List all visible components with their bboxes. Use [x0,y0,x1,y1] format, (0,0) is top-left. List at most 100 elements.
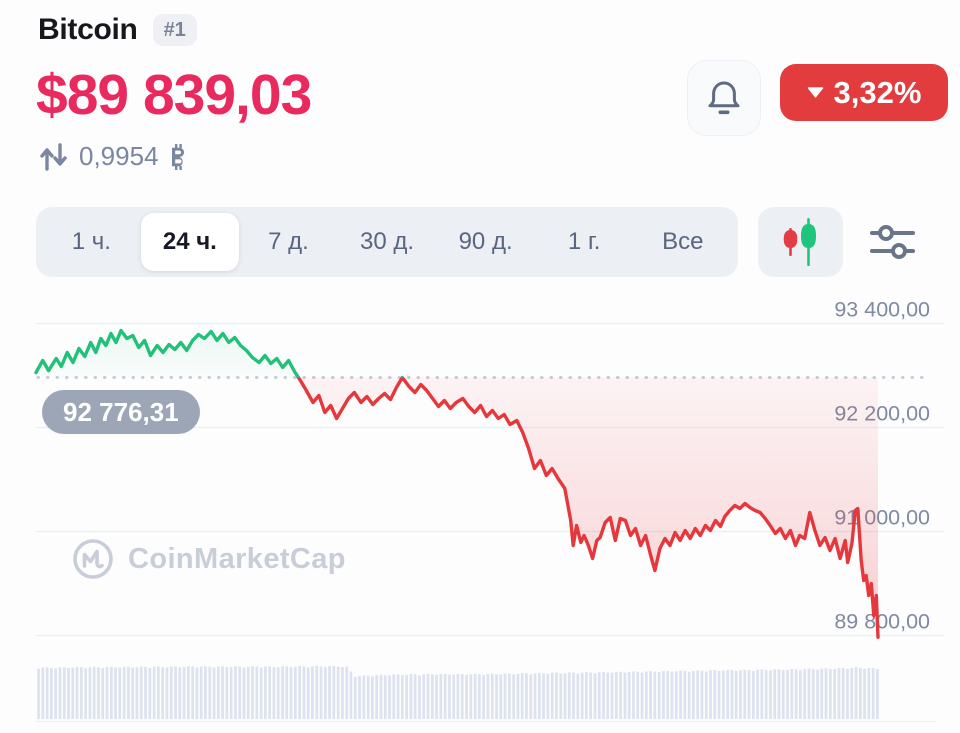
volume-bar [734,670,738,719]
volume-bar [371,676,374,719]
rank-badge: #1 [152,14,197,46]
volume-bar [54,668,57,719]
time-period-tabbar: 1 ч. 24 ч. 7 д. 30 д. 90 д. 1 г. Все [36,207,738,277]
volume-bar [418,675,421,719]
tab-1h[interactable]: 1 ч. [42,213,141,271]
volume-bar [794,669,798,719]
volume-bar [752,670,755,719]
volume-bar [636,671,640,719]
volume-bar [674,671,678,719]
volume-bar [495,674,498,719]
volume-bar [217,666,220,719]
price-line-green [34,328,405,378]
volume-bar [242,667,246,719]
volume-bar [272,667,276,719]
tab-7d[interactable]: 7 д. [239,213,338,271]
volume-bar [289,667,293,719]
volume-bar [212,667,216,719]
coinmarketcap-watermark: CoinMarketCap [71,537,346,581]
volume-bar [439,673,443,719]
coin-name: Bitcoin [38,13,138,46]
volume-bar [533,673,537,719]
volume-bar [683,670,687,719]
volume-bar [627,672,631,719]
volume-bar [401,675,404,719]
volume-bar [781,670,785,719]
volume-bar [854,667,858,719]
tab-1y[interactable]: 1 г. [535,213,634,271]
volume-bar [567,672,571,719]
volume-bar [456,673,460,719]
watermark-text: CoinMarketCap [128,542,346,575]
volume-bar [478,674,481,719]
coin-price: $89 839,03 [36,63,312,127]
volume-bar [679,670,682,719]
candlestick-chart-button[interactable] [758,207,843,277]
volume-bar [790,669,794,719]
volume-bar [512,674,515,719]
tab-30d[interactable]: 30 д. [338,213,437,271]
volume-bar [413,674,417,719]
volume-bar [148,667,152,719]
volume-bar [238,666,242,719]
volume-bar [546,673,550,719]
coin-header: Bitcoin #1 [38,13,197,47]
volume-bar [837,668,841,719]
volume-bar [722,670,725,719]
volume-bar [118,667,122,719]
volume-bar [666,670,670,719]
volume-bar [383,675,387,719]
volume-bar [276,667,280,719]
volume-bar [559,673,563,719]
tab-24h[interactable]: 24 ч. [140,213,240,271]
volume-bar [687,671,691,719]
volume-bar [97,667,100,719]
volume-bar [306,667,310,719]
volume-bar [105,667,109,719]
volume-bar [640,672,644,719]
volume-bar [319,666,323,719]
volume-bar [799,670,802,719]
coinmarketcap-logo-icon [71,537,115,581]
tab-all[interactable]: Все [633,213,732,271]
volume-bar [465,675,468,719]
volume-bar [469,674,473,719]
tab-90d[interactable]: 90 д. [436,213,535,271]
volume-bar [816,669,819,719]
volume-bar [362,675,366,719]
chart-settings-button[interactable] [866,218,924,266]
sliders-icon [869,222,921,262]
volume-bar [773,669,777,719]
y-axis-tick-label: 89 800,00 [834,610,930,634]
volume-bar [615,671,618,719]
volume-bar [45,667,49,719]
volume-bar [632,671,635,719]
volume-bar [298,666,301,719]
volume-bar [846,668,849,719]
volume-bar [187,666,190,719]
volume-bar [139,666,143,719]
volume-bar [704,671,708,719]
volume-bar [71,667,75,719]
volume-bar [426,673,430,719]
notification-bell-button[interactable] [687,60,761,136]
bell-icon [705,78,743,118]
volume-bar [332,665,336,719]
volume-bar [324,667,327,719]
btc-equivalent-row[interactable]: 0,9954 [38,141,188,172]
volume-bar [255,666,259,719]
volume-bar [520,673,524,719]
volume-bar [777,669,781,719]
bitcoin-symbol-icon [168,143,188,171]
volume-bar [645,671,648,719]
volume-bar [863,668,866,719]
volume-bar [62,667,66,719]
volume-bar [191,666,194,719]
volume-bar [756,669,759,719]
volume-bar [422,674,426,719]
volume-bar [786,669,789,719]
price-change-badge[interactable]: 3,32% [780,64,948,121]
volume-bar [88,667,92,719]
volume-bar [84,668,87,719]
